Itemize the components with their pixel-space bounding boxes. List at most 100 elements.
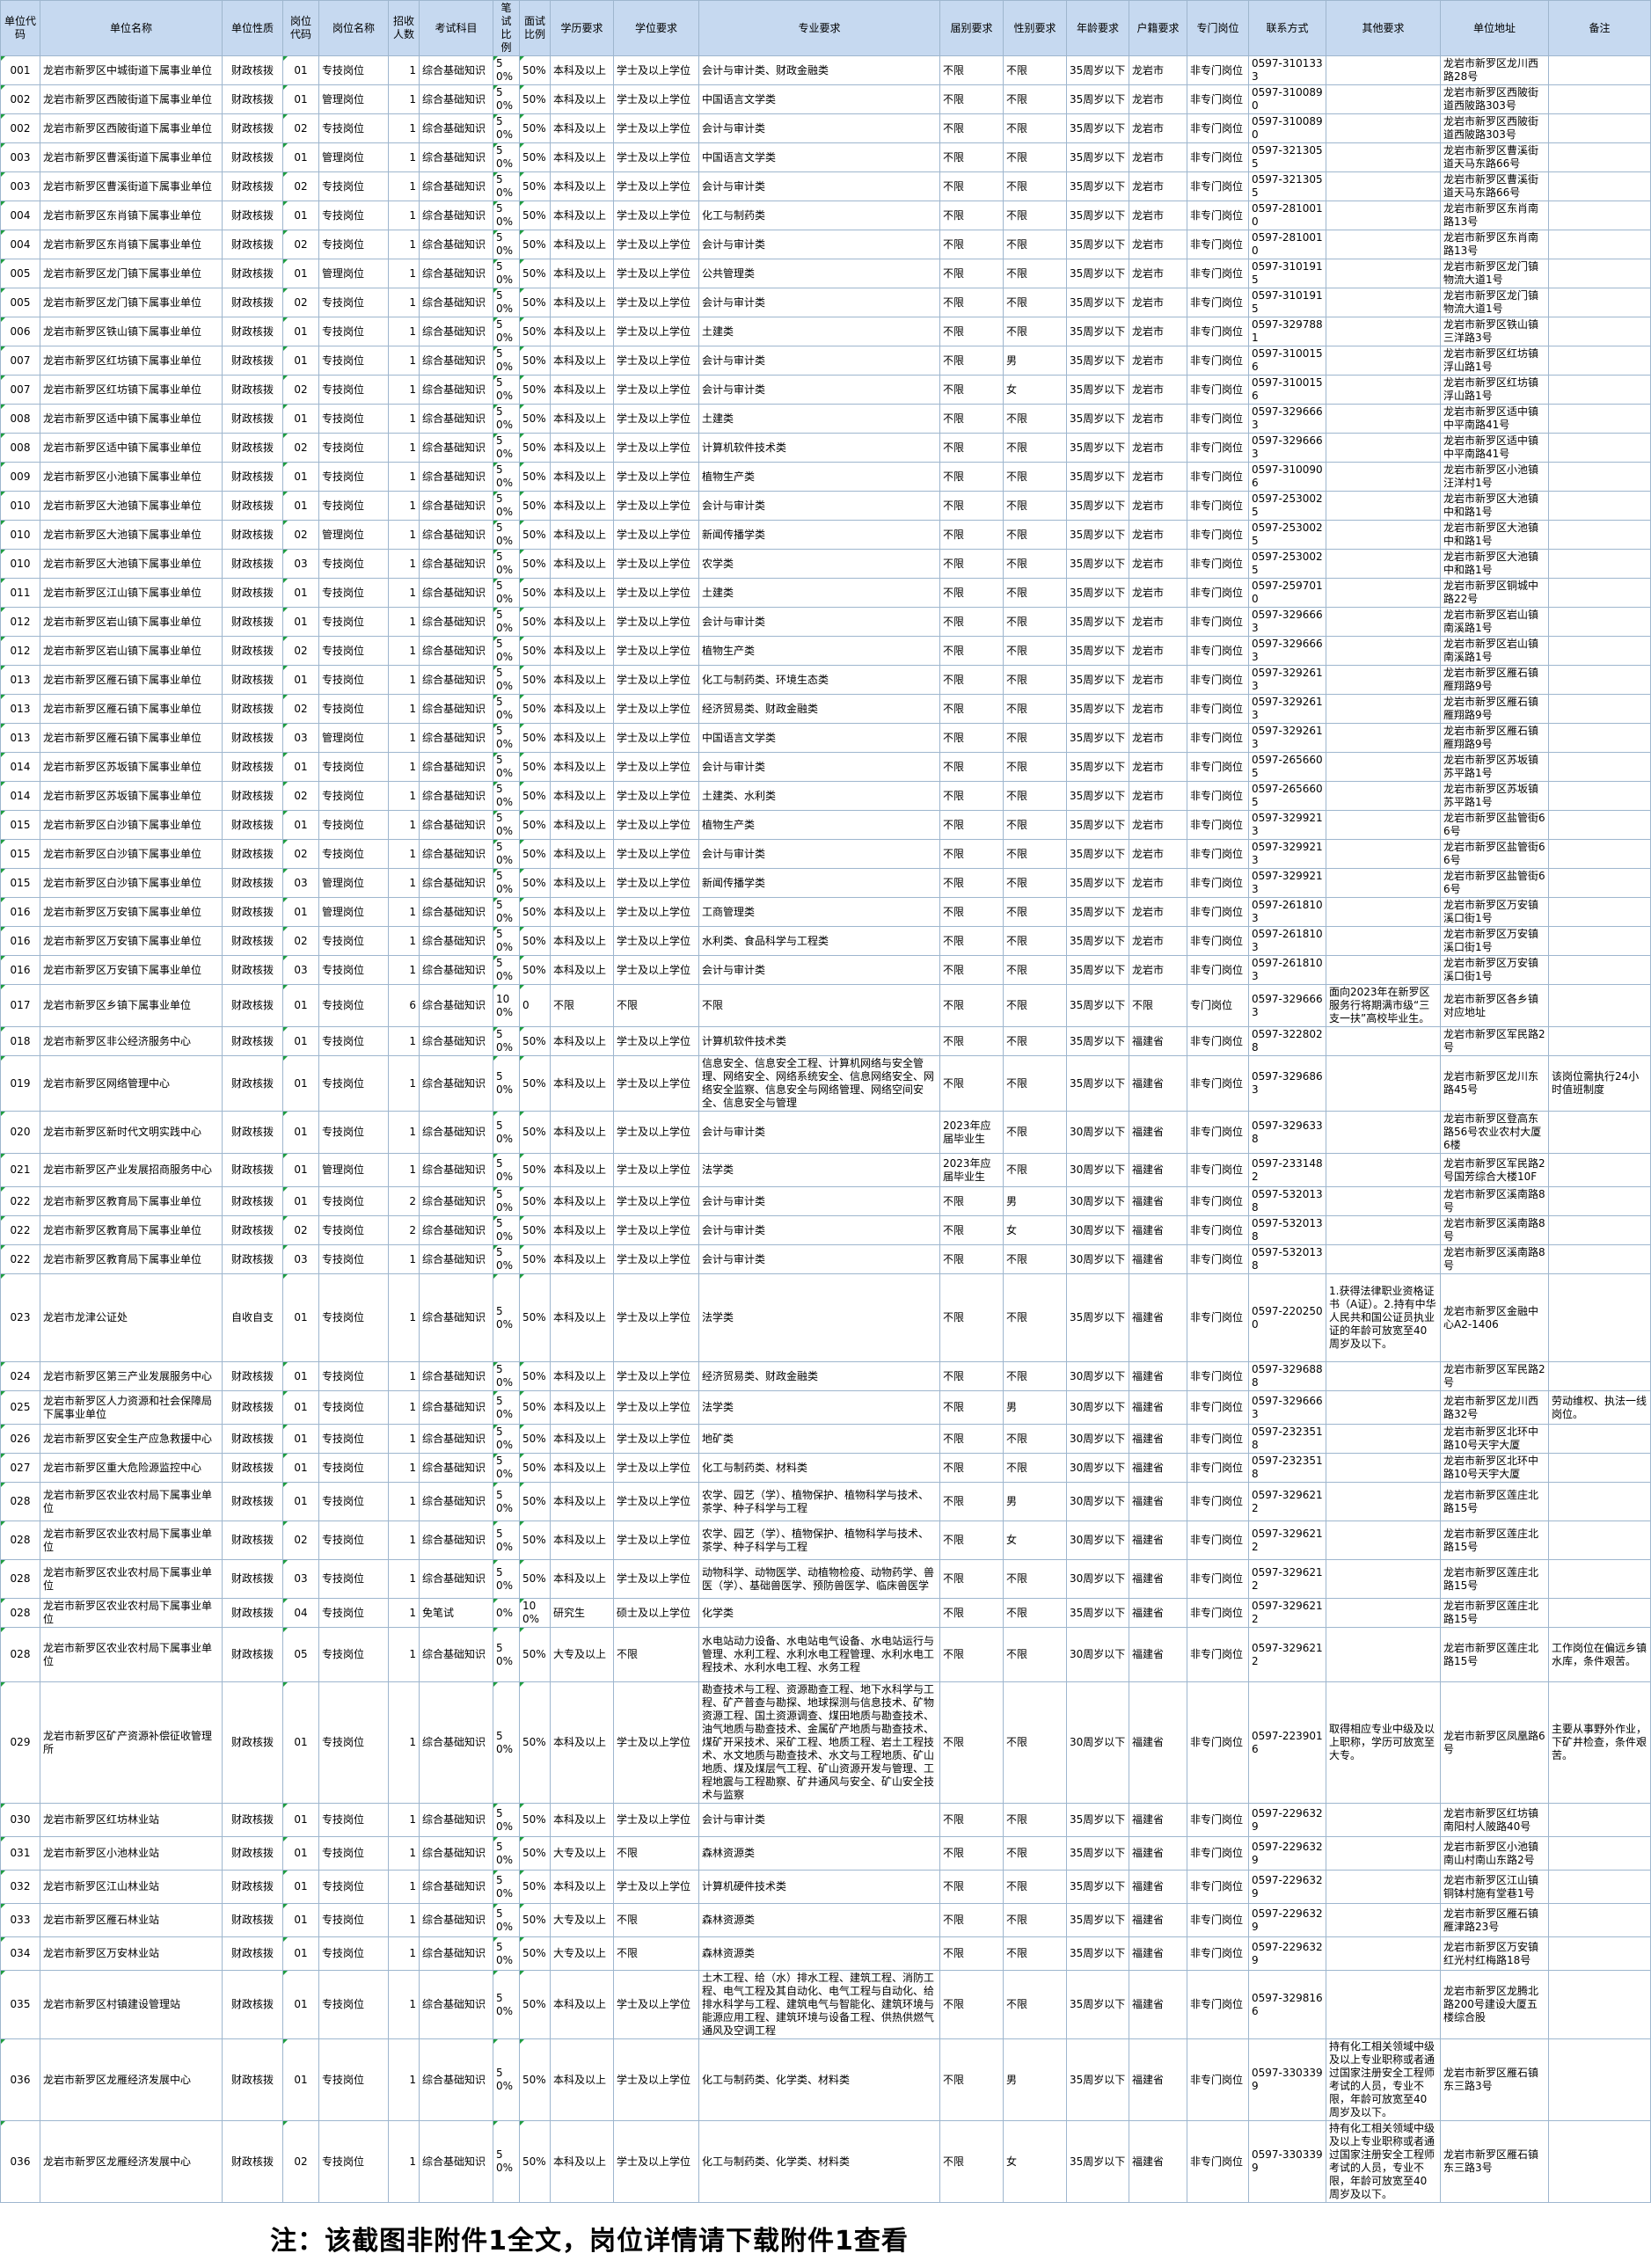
cell[interactable]: 0597-3296888 bbox=[1248, 1361, 1326, 1391]
cell[interactable]: 50% bbox=[493, 201, 520, 230]
cell[interactable]: 本科及以上 bbox=[550, 201, 614, 230]
cell[interactable]: 管理岗位 bbox=[318, 868, 389, 898]
cell[interactable]: 007 bbox=[0, 375, 40, 405]
cell[interactable]: 02 bbox=[282, 1215, 319, 1245]
cell[interactable]: 1 bbox=[388, 1559, 420, 1599]
cell[interactable]: 中国语言文学类 bbox=[698, 723, 940, 753]
cell[interactable]: 50% bbox=[493, 55, 520, 85]
cell[interactable]: 0597-3296212 bbox=[1248, 1627, 1326, 1682]
cell[interactable]: 50% bbox=[493, 1361, 520, 1391]
cell[interactable]: 福建省 bbox=[1129, 1026, 1187, 1056]
cell[interactable] bbox=[1548, 636, 1651, 666]
cell[interactable]: 专技岗位 bbox=[318, 1390, 389, 1425]
cell[interactable]: 30周岁以下 bbox=[1066, 1111, 1129, 1154]
cell[interactable]: 50% bbox=[519, 752, 551, 782]
cell[interactable]: 031 bbox=[0, 1836, 40, 1871]
cell[interactable] bbox=[1326, 84, 1441, 114]
cell[interactable]: 2023年应届毕业生 bbox=[939, 1111, 1004, 1154]
cell[interactable]: 50% bbox=[519, 810, 551, 840]
cell[interactable]: 龙岩市新罗区第三产业发展服务中心 bbox=[40, 1361, 223, 1391]
cell[interactable]: 龙岩市新罗区大池镇中和路1号 bbox=[1440, 491, 1549, 521]
cell[interactable]: 不限 bbox=[939, 839, 1004, 869]
cell[interactable] bbox=[1326, 259, 1441, 288]
cell[interactable]: 50% bbox=[519, 1273, 551, 1362]
cell[interactable]: 不限 bbox=[939, 1273, 1004, 1362]
cell[interactable] bbox=[1548, 1186, 1651, 1216]
cell[interactable]: 福建省 bbox=[1129, 1598, 1187, 1628]
column-header-19[interactable]: 单位地址 bbox=[1440, 0, 1549, 56]
cell[interactable]: 龙岩市新罗区苏坂镇下属事业单位 bbox=[40, 781, 223, 811]
cell[interactable]: 0597-2323518 bbox=[1248, 1453, 1326, 1483]
cell[interactable]: 专技岗位 bbox=[318, 839, 389, 869]
cell[interactable]: 龙岩市新罗区农业农村局下属事业单位 bbox=[40, 1559, 223, 1599]
cell[interactable] bbox=[1548, 1111, 1651, 1154]
cell[interactable]: 龙岩市新罗区红坊镇浮山路1号 bbox=[1440, 346, 1549, 376]
cell[interactable]: 01 bbox=[282, 317, 319, 346]
cell[interactable]: 021 bbox=[0, 1153, 40, 1187]
cell[interactable]: 017 bbox=[0, 984, 40, 1027]
cell[interactable]: 1 bbox=[388, 1521, 420, 1560]
cell[interactable]: 法学类 bbox=[698, 1273, 940, 1362]
cell[interactable]: 50% bbox=[519, 1681, 551, 1804]
cell[interactable]: 专技岗位 bbox=[318, 810, 389, 840]
cell[interactable]: 龙岩市新罗区曹溪街道下属事业单位 bbox=[40, 142, 223, 172]
cell[interactable]: 不限 bbox=[1003, 694, 1067, 724]
cell[interactable]: 龙岩市 bbox=[1129, 781, 1187, 811]
cell[interactable]: 50% bbox=[493, 2038, 520, 2121]
cell[interactable]: 财政核拨 bbox=[222, 810, 283, 840]
cell[interactable]: 50% bbox=[493, 491, 520, 521]
cell[interactable]: 财政核拨 bbox=[222, 578, 283, 608]
cell[interactable]: 学士及以上学位 bbox=[613, 868, 699, 898]
cell[interactable]: 0597-3296663 bbox=[1248, 984, 1326, 1027]
cell[interactable]: 1 bbox=[388, 201, 420, 230]
cell[interactable]: 35周岁以下 bbox=[1066, 171, 1129, 201]
cell[interactable]: 01 bbox=[282, 578, 319, 608]
cell[interactable]: 不限 bbox=[939, 926, 1004, 956]
cell[interactable]: 01 bbox=[282, 1870, 319, 1904]
cell[interactable]: 综合基础知识 bbox=[419, 1111, 493, 1154]
cell[interactable]: 非专门岗位 bbox=[1187, 404, 1249, 434]
cell[interactable]: 福建省 bbox=[1129, 1970, 1187, 2039]
cell[interactable]: 50% bbox=[493, 1482, 520, 1521]
cell[interactable]: 03 bbox=[282, 868, 319, 898]
cell[interactable]: 龙岩市新罗区红坊镇浮山路1号 bbox=[1440, 375, 1549, 405]
cell[interactable]: 50% bbox=[493, 1970, 520, 2039]
cell[interactable] bbox=[1326, 491, 1441, 521]
column-header-12[interactable]: 届别要求 bbox=[939, 0, 1004, 56]
cell[interactable]: 50% bbox=[493, 113, 520, 143]
cell[interactable] bbox=[1548, 201, 1651, 230]
cell[interactable] bbox=[1326, 694, 1441, 724]
cell[interactable]: 02 bbox=[282, 2120, 319, 2203]
cell[interactable]: 专技岗位 bbox=[318, 1026, 389, 1056]
cell[interactable]: 01 bbox=[282, 810, 319, 840]
cell[interactable]: 不限 bbox=[939, 897, 1004, 927]
cell[interactable]: 02 bbox=[282, 288, 319, 317]
cell[interactable]: 1 bbox=[388, 462, 420, 492]
cell[interactable]: 龙岩市新罗区江山林业站 bbox=[40, 1870, 223, 1904]
cell[interactable]: 非专门岗位 bbox=[1187, 1936, 1249, 1971]
cell[interactable]: 35周岁以下 bbox=[1066, 1273, 1129, 1362]
cell[interactable]: 0% bbox=[493, 1598, 520, 1628]
cell[interactable]: 综合基础知识 bbox=[419, 1482, 493, 1521]
cell[interactable]: 非专门岗位 bbox=[1187, 230, 1249, 259]
cell[interactable]: 中国语言文学类 bbox=[698, 84, 940, 114]
cell[interactable]: 50% bbox=[519, 839, 551, 869]
cell[interactable]: 不限 bbox=[939, 1453, 1004, 1483]
cell[interactable]: 综合基础知识 bbox=[419, 549, 493, 579]
cell[interactable]: 50% bbox=[519, 55, 551, 85]
cell[interactable]: 04 bbox=[282, 1598, 319, 1628]
cell[interactable]: 综合基础知识 bbox=[419, 433, 493, 463]
cell[interactable]: 本科及以上 bbox=[550, 404, 614, 434]
cell[interactable]: 本科及以上 bbox=[550, 1244, 614, 1274]
cell[interactable]: 1 bbox=[388, 636, 420, 666]
cell[interactable]: 不限 bbox=[939, 1186, 1004, 1216]
cell[interactable]: 30周岁以下 bbox=[1066, 1424, 1129, 1454]
cell[interactable]: 1 bbox=[388, 1361, 420, 1391]
cell[interactable]: 50% bbox=[519, 926, 551, 956]
cell[interactable]: 工商管理类 bbox=[698, 897, 940, 927]
cell[interactable]: 龙岩市新罗区登高东路56号农业农村大厦6楼 bbox=[1440, 1111, 1549, 1154]
cell[interactable]: 不限 bbox=[939, 1026, 1004, 1056]
cell[interactable]: 35周岁以下 bbox=[1066, 926, 1129, 956]
cell[interactable]: 龙岩市新罗区雁石镇雁津路23号 bbox=[1440, 1903, 1549, 1937]
cell[interactable]: 管理岗位 bbox=[318, 259, 389, 288]
